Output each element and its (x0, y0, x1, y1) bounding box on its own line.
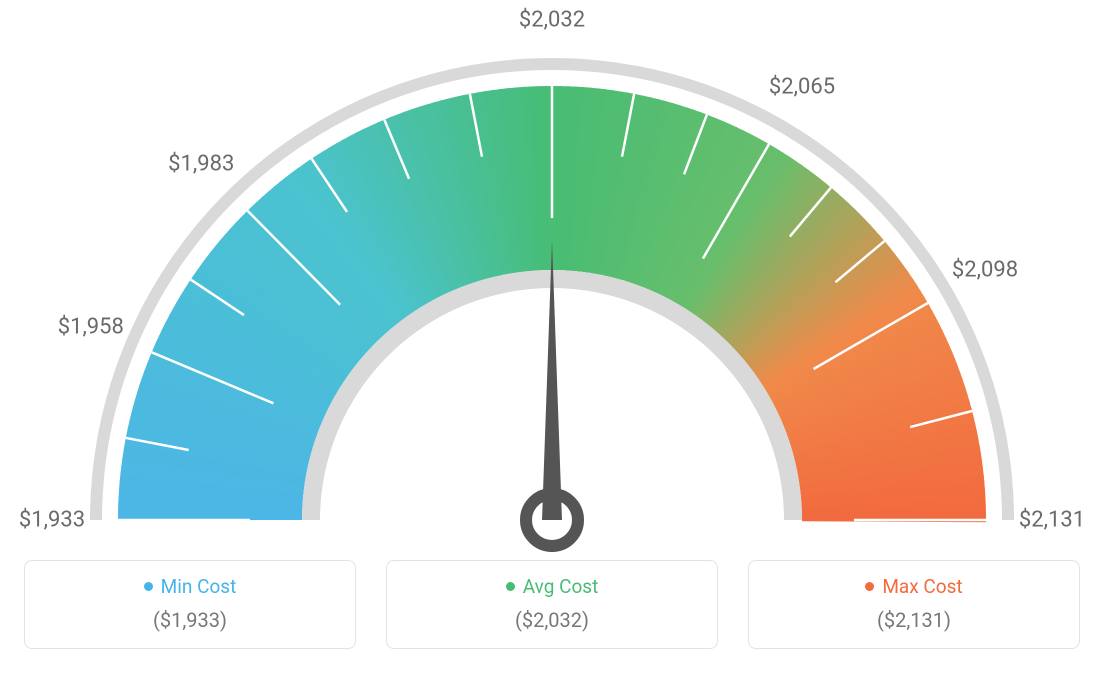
gauge-tick-label: $2,065 (769, 74, 835, 99)
gauge-tick-label: $1,933 (19, 508, 85, 533)
max-dot-icon (865, 582, 874, 591)
gauge-tick-label: $2,032 (519, 8, 585, 33)
cost-gauge: $1,933 $1,958 $1,983 $2,032 $2,065 $2,098 $2,1… (0, 0, 1104, 560)
min-dot-icon (144, 582, 153, 591)
gauge-tick-label: $1,958 (58, 314, 124, 339)
gauge-tick-label: $2,098 (952, 258, 1018, 283)
avg-cost-value: ($2,032) (397, 608, 707, 632)
max-cost-card: Max Cost ($2,131) (748, 560, 1080, 649)
min-cost-label: Min Cost (161, 575, 237, 598)
gauge-tick-label: $2,131 (1019, 508, 1085, 533)
cost-summary-cards: Min Cost ($1,933) Avg Cost ($2,032) Max … (0, 560, 1104, 649)
gauge-svg (0, 0, 1104, 560)
avg-cost-label: Avg Cost (523, 575, 599, 598)
max-cost-value: ($2,131) (759, 608, 1069, 632)
avg-cost-card: Avg Cost ($2,032) (386, 560, 718, 649)
gauge-tick-label: $1,983 (168, 151, 234, 176)
avg-dot-icon (506, 582, 515, 591)
min-cost-card: Min Cost ($1,933) (24, 560, 356, 649)
min-cost-value: ($1,933) (35, 608, 345, 632)
max-cost-label: Max Cost (882, 575, 962, 598)
